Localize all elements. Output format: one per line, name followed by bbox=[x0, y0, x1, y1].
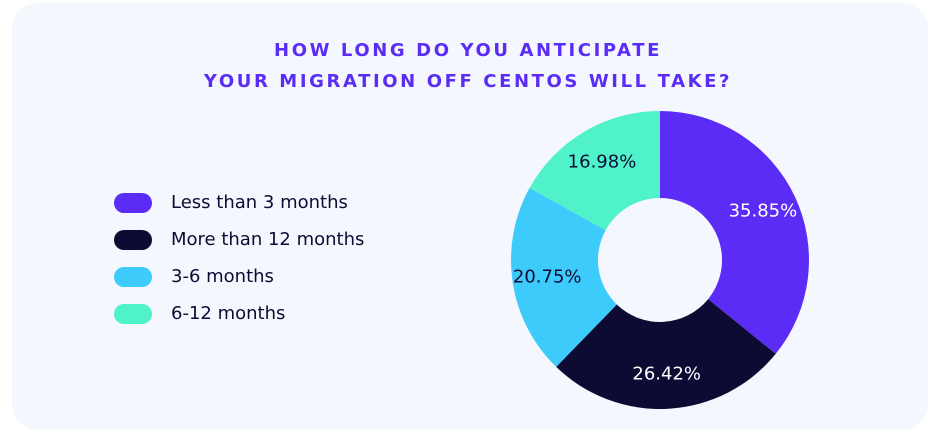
donut-slice-label-1: 26.42% bbox=[632, 363, 701, 384]
donut-slice-3 bbox=[529, 110, 660, 231]
chart-title-line-1: HOW LONG DO YOU ANTICIPATE bbox=[274, 40, 662, 61]
legend-swatch bbox=[114, 303, 152, 324]
legend-swatch bbox=[114, 266, 152, 287]
donut-slice-0 bbox=[660, 111, 810, 354]
legend-label: More than 12 months bbox=[171, 229, 365, 250]
chart-title-line-2: YOUR MIGRATION OFF CENTOS WILL TAKE? bbox=[203, 71, 733, 92]
legend-item-more-than-12-months: More than 12 months bbox=[114, 221, 364, 258]
legend-item-3-6-months: 3-6 months bbox=[114, 258, 364, 295]
legend-label: 6-12 months bbox=[171, 303, 286, 324]
legend-swatch bbox=[114, 192, 152, 213]
donut-slice-label-2: 20.75% bbox=[513, 266, 582, 287]
donut-slice-1 bbox=[556, 299, 776, 409]
legend-item-6-12-months: 6-12 months bbox=[114, 295, 364, 332]
legend-label: 3-6 months bbox=[171, 266, 274, 287]
donut-chart: 35.85% 26.42% 20.75% 16.98% bbox=[511, 110, 810, 409]
legend-item-less-than-3-months: Less than 3 months bbox=[114, 184, 364, 221]
legend-swatch bbox=[114, 229, 152, 250]
chart-legend: Less than 3 months More than 12 months 3… bbox=[114, 184, 364, 332]
chart-title: HOW LONG DO YOU ANTICIPATE YOUR MIGRATIO… bbox=[0, 35, 936, 97]
donut-slice-label-0: 35.85% bbox=[729, 201, 798, 222]
legend-label: Less than 3 months bbox=[171, 192, 348, 213]
donut-slice-label-3: 16.98% bbox=[568, 151, 637, 172]
donut-slice-2 bbox=[511, 188, 617, 367]
